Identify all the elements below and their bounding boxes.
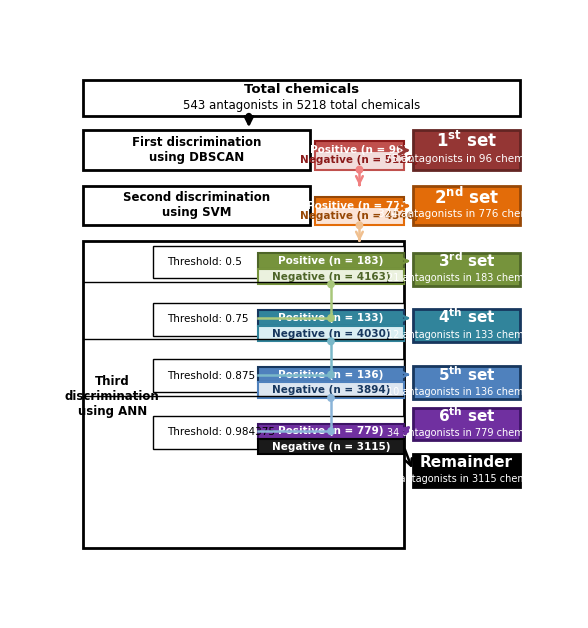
Text: Second discrimination
using SVM: Second discrimination using SVM <box>123 192 270 219</box>
FancyBboxPatch shape <box>258 326 404 341</box>
Text: 21 antagonists in 183 chemicals: 21 antagonists in 183 chemicals <box>387 273 546 283</box>
Text: 2$^{\mathbf{nd}}$ set: 2$^{\mathbf{nd}}$ set <box>434 186 499 207</box>
FancyBboxPatch shape <box>153 359 404 392</box>
Circle shape <box>328 428 334 435</box>
FancyBboxPatch shape <box>258 269 404 284</box>
FancyBboxPatch shape <box>258 367 404 382</box>
Text: 67 antagonists in 3115 chemicals: 67 antagonists in 3115 chemicals <box>384 474 549 484</box>
Circle shape <box>246 114 252 119</box>
FancyBboxPatch shape <box>153 303 404 335</box>
Text: Positive (n = 776): Positive (n = 776) <box>306 201 412 211</box>
Circle shape <box>328 371 334 378</box>
FancyBboxPatch shape <box>413 310 520 342</box>
Text: 543 antagonists in 5218 total chemicals: 543 antagonists in 5218 total chemicals <box>183 99 420 112</box>
FancyBboxPatch shape <box>258 423 404 439</box>
Text: Negative (n = 5122): Negative (n = 5122) <box>300 156 419 165</box>
Text: Positive (n = 183): Positive (n = 183) <box>278 256 383 266</box>
Circle shape <box>328 338 334 345</box>
FancyBboxPatch shape <box>315 207 404 225</box>
Circle shape <box>328 281 334 288</box>
Text: Threshold: 0.75: Threshold: 0.75 <box>167 314 248 324</box>
FancyBboxPatch shape <box>315 141 404 160</box>
Text: Threshold: 0.5: Threshold: 0.5 <box>167 257 242 267</box>
Text: Threshold: 0.984375: Threshold: 0.984375 <box>167 427 275 437</box>
Text: Positive (n = 133): Positive (n = 133) <box>278 313 383 323</box>
FancyBboxPatch shape <box>82 80 520 116</box>
Text: Negative (n = 3115): Negative (n = 3115) <box>272 441 390 452</box>
Text: Threshold: 0.875: Threshold: 0.875 <box>167 371 255 381</box>
Text: Third
discrimination
using ANN: Third discrimination using ANN <box>65 376 159 418</box>
Text: 4$^{\mathbf{th}}$ set: 4$^{\mathbf{th}}$ set <box>437 308 495 327</box>
FancyBboxPatch shape <box>258 382 404 398</box>
Circle shape <box>328 315 334 322</box>
Circle shape <box>328 394 334 401</box>
FancyBboxPatch shape <box>258 253 404 269</box>
Text: First discrimination
using DBSCAN: First discrimination using DBSCAN <box>132 136 261 164</box>
FancyBboxPatch shape <box>413 186 520 225</box>
Text: Negative (n = 3894): Negative (n = 3894) <box>272 385 390 395</box>
FancyBboxPatch shape <box>258 310 404 326</box>
Text: Positive (n = 779): Positive (n = 779) <box>278 426 384 436</box>
Text: Negative (n = 4346): Negative (n = 4346) <box>300 211 419 221</box>
Text: 75 antagonists in 96 chemicals: 75 antagonists in 96 chemicals <box>385 153 548 163</box>
Text: Positive (n = 136): Positive (n = 136) <box>278 370 383 380</box>
FancyBboxPatch shape <box>315 151 404 170</box>
Text: 12 antagonists in 133 chemicals: 12 antagonists in 133 chemicals <box>387 330 546 340</box>
FancyBboxPatch shape <box>315 197 404 215</box>
FancyBboxPatch shape <box>413 455 520 487</box>
FancyBboxPatch shape <box>413 408 520 440</box>
Text: Remainder: Remainder <box>420 455 513 470</box>
FancyBboxPatch shape <box>153 416 404 448</box>
Circle shape <box>356 166 363 173</box>
Text: 10 antagonists in 136 chemicals: 10 antagonists in 136 chemicals <box>387 387 546 397</box>
FancyBboxPatch shape <box>413 367 520 399</box>
FancyBboxPatch shape <box>413 253 520 286</box>
Text: Total chemicals: Total chemicals <box>244 83 359 96</box>
FancyBboxPatch shape <box>82 186 310 225</box>
Text: 34 antagonists in 779 chemicals: 34 antagonists in 779 chemicals <box>387 428 546 438</box>
Text: Positive (n = 96): Positive (n = 96) <box>310 145 409 155</box>
FancyBboxPatch shape <box>258 439 404 455</box>
Text: Negative (n = 4030): Negative (n = 4030) <box>272 328 390 338</box>
Text: Negative (n = 4163): Negative (n = 4163) <box>272 271 390 281</box>
Text: 3$^{\mathbf{rd}}$ set: 3$^{\mathbf{rd}}$ set <box>437 251 496 270</box>
Text: 6$^{\mathbf{th}}$ set: 6$^{\mathbf{th}}$ set <box>437 406 495 425</box>
Text: 324 antagonists in 776 chemicals: 324 antagonists in 776 chemicals <box>379 209 554 219</box>
FancyBboxPatch shape <box>82 241 404 548</box>
FancyBboxPatch shape <box>82 130 310 170</box>
FancyBboxPatch shape <box>413 130 520 170</box>
Text: 5$^{\mathbf{th}}$ set: 5$^{\mathbf{th}}$ set <box>437 365 495 384</box>
Circle shape <box>356 222 363 229</box>
FancyBboxPatch shape <box>153 246 404 278</box>
Text: 1$^{\mathbf{st}}$ set: 1$^{\mathbf{st}}$ set <box>436 131 497 151</box>
